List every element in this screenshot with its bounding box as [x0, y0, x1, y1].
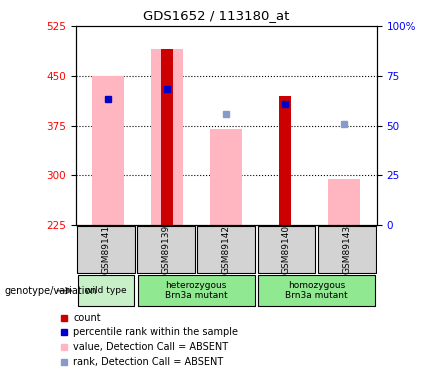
Bar: [137, 226, 195, 273]
Bar: [279, 96, 291, 225]
Bar: [77, 226, 135, 273]
Text: count: count: [74, 313, 101, 322]
Bar: [258, 275, 375, 306]
Text: rank, Detection Call = ABSENT: rank, Detection Call = ABSENT: [74, 357, 224, 367]
Bar: [318, 226, 375, 273]
Bar: [92, 76, 124, 225]
Text: GSM89141: GSM89141: [101, 225, 110, 274]
Text: GSM89142: GSM89142: [222, 225, 231, 274]
Bar: [258, 226, 315, 273]
Text: GSM89143: GSM89143: [342, 225, 351, 274]
Text: GSM89140: GSM89140: [282, 225, 291, 274]
Text: value, Detection Call = ABSENT: value, Detection Call = ABSENT: [74, 342, 229, 352]
Text: GDS1652 / 113180_at: GDS1652 / 113180_at: [143, 9, 290, 22]
Bar: [162, 50, 173, 225]
Text: homozygous
Brn3a mutant: homozygous Brn3a mutant: [285, 281, 348, 300]
Bar: [328, 178, 361, 225]
Text: heterozygous
Brn3a mutant: heterozygous Brn3a mutant: [165, 281, 227, 300]
Text: wild type: wild type: [85, 286, 127, 295]
Bar: [151, 50, 184, 225]
Text: GSM89139: GSM89139: [162, 225, 171, 274]
Text: percentile rank within the sample: percentile rank within the sample: [74, 327, 239, 338]
Bar: [78, 275, 134, 306]
Text: genotype/variation: genotype/variation: [4, 286, 97, 296]
Bar: [197, 226, 255, 273]
Bar: [210, 129, 242, 225]
Bar: [138, 275, 255, 306]
